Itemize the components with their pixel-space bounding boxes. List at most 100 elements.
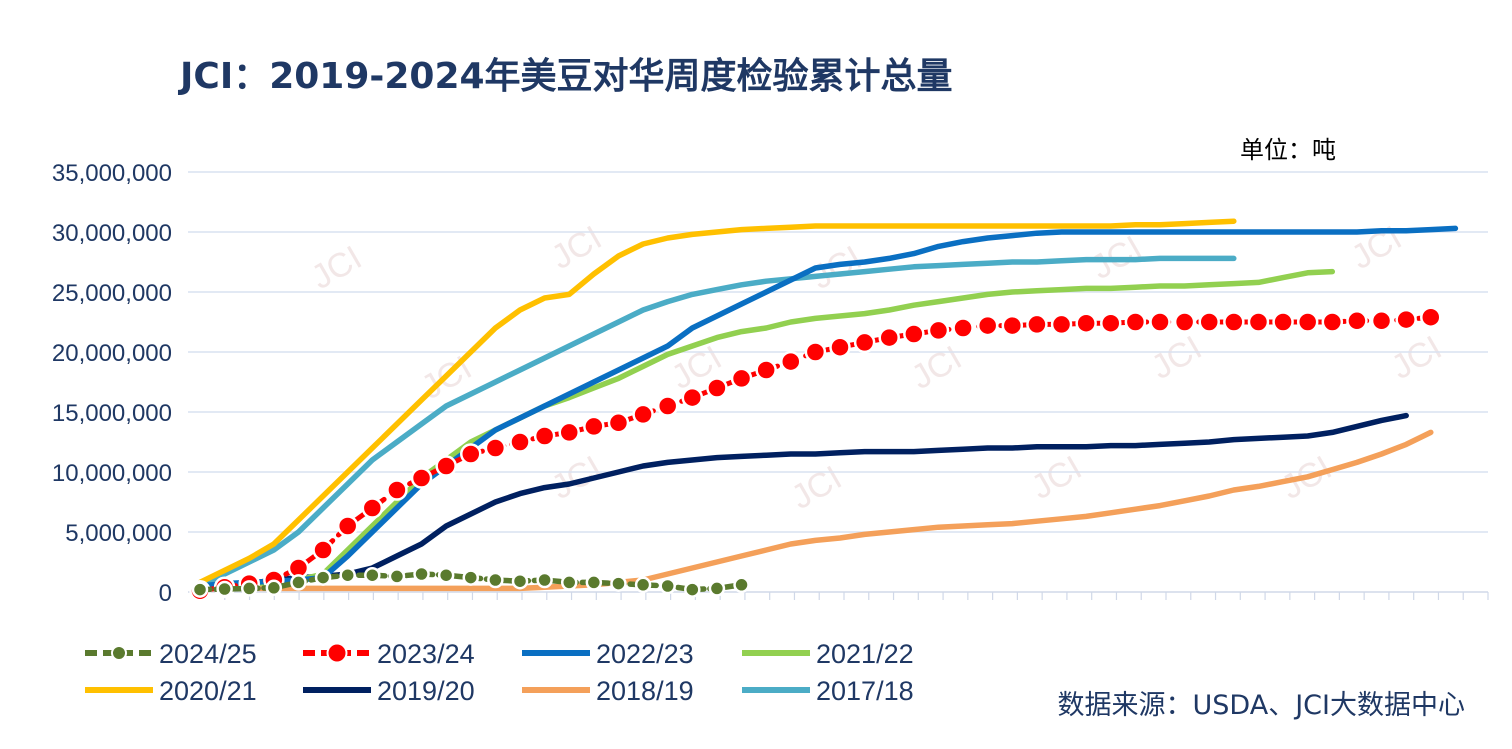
data-point — [314, 569, 332, 586]
legend-marker — [326, 642, 348, 664]
watermark-text: JCI — [1385, 329, 1448, 387]
data-point — [265, 579, 283, 597]
data-point — [437, 566, 455, 584]
data-point — [240, 580, 258, 597]
series-line — [197, 412, 1409, 592]
legend-entry: 2020/21 — [85, 676, 257, 706]
y-tick-label: 5,000,000 — [65, 520, 172, 547]
data-point — [1173, 311, 1196, 333]
data-point — [558, 421, 580, 444]
legend-label: 2023/24 — [377, 639, 475, 669]
data-point — [339, 566, 356, 584]
data-point — [560, 574, 578, 591]
data-point — [413, 565, 430, 583]
data-point — [755, 359, 777, 381]
series-2022-23 — [197, 225, 1459, 589]
data-point — [1247, 311, 1270, 333]
series-line — [197, 429, 1434, 592]
watermark-text: JCI — [1025, 449, 1088, 507]
watermark-text: JCI — [1145, 329, 1208, 387]
legend-entry: 2021/22 — [742, 639, 914, 669]
data-point — [290, 574, 307, 591]
data-point — [706, 377, 728, 399]
data-point — [1001, 314, 1024, 337]
data-point — [1321, 311, 1344, 333]
series-2021-22 — [197, 268, 1336, 589]
data-point — [853, 331, 876, 354]
series-2024-25 — [191, 565, 750, 598]
y-tick-label: 15,000,000 — [52, 400, 172, 427]
data-point — [878, 326, 900, 349]
series-2017-18 — [197, 255, 1237, 589]
legend: 2024/25 2023/24 2022/23 2021/22 2020/21 2019/… — [85, 639, 914, 706]
legend-entry: 2024/25 — [85, 639, 257, 669]
data-point — [361, 497, 384, 519]
data-point — [780, 350, 802, 373]
data-point — [1420, 306, 1442, 328]
data-point — [484, 437, 507, 459]
data-point — [1026, 313, 1048, 336]
data-point — [1149, 311, 1171, 333]
y-tick-label: 25,000,000 — [52, 280, 172, 307]
series-line — [197, 218, 1237, 586]
data-point — [536, 571, 553, 589]
data-point — [829, 336, 851, 358]
data-point — [632, 403, 654, 426]
data-point — [1100, 312, 1122, 334]
y-tick-label: 20,000,000 — [52, 340, 172, 367]
data-point — [684, 581, 701, 598]
data-point — [607, 412, 630, 434]
legend-label: 2018/19 — [596, 676, 694, 706]
data-point — [1050, 313, 1073, 336]
legend-label: 2017/18 — [816, 676, 914, 706]
data-point — [730, 367, 753, 390]
source-label: 数据来源：USDA、JCI大数据中心 — [1058, 690, 1465, 721]
legend-entry: 2017/18 — [742, 676, 914, 706]
legend-label: 2022/23 — [596, 639, 694, 669]
data-point — [191, 581, 209, 598]
data-point — [733, 576, 750, 594]
series-line — [197, 225, 1459, 589]
data-point — [1272, 311, 1294, 333]
data-point — [410, 467, 433, 489]
data-point — [460, 443, 482, 465]
data-point — [1075, 312, 1097, 334]
watermark-text: JCI — [905, 339, 968, 397]
data-point — [533, 425, 556, 447]
data-point — [216, 580, 233, 598]
legend-label: 2020/21 — [159, 676, 257, 706]
data-point — [435, 455, 457, 477]
data-point — [388, 568, 406, 585]
chart-title: JCI：2019-2024年美豆对华周度检验累计总量 — [177, 56, 953, 97]
y-tick-label: 30,000,000 — [52, 220, 172, 247]
legend-entry: 2022/23 — [522, 639, 694, 669]
y-tick-label: 10,000,000 — [52, 460, 172, 487]
data-point — [1395, 308, 1417, 331]
data-point — [1370, 310, 1393, 332]
data-point — [511, 572, 529, 590]
data-point — [1223, 311, 1245, 333]
series-line — [197, 255, 1237, 589]
plot-area — [189, 218, 1459, 602]
y-tick-label: 0 — [159, 580, 172, 607]
data-point — [462, 569, 480, 586]
legend-label: 2021/22 — [816, 639, 914, 669]
data-point — [927, 319, 950, 342]
data-point — [976, 314, 999, 337]
legend-label: 2024/25 — [159, 639, 257, 669]
data-point — [1296, 311, 1319, 333]
y-tick-label: 35,000,000 — [52, 160, 172, 187]
data-point — [1198, 311, 1220, 333]
data-point — [1346, 310, 1368, 332]
legend-marker — [111, 645, 127, 661]
data-point — [610, 575, 627, 592]
series-2020-21 — [197, 218, 1237, 586]
watermark-text: JCI — [305, 239, 368, 297]
data-point — [583, 415, 605, 438]
legend-entry: 2023/24 — [303, 639, 475, 669]
data-point — [509, 431, 531, 453]
watermark-text: JCI — [1345, 219, 1408, 277]
x-axis — [188, 591, 1489, 600]
data-point — [336, 515, 359, 537]
